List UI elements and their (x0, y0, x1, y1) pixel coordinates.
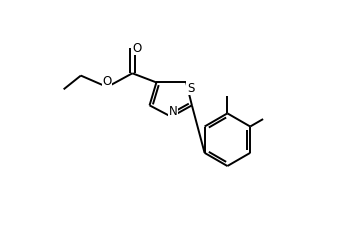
Text: N: N (169, 105, 177, 117)
Text: O: O (132, 42, 142, 55)
Text: S: S (187, 82, 194, 95)
Text: O: O (102, 75, 112, 88)
